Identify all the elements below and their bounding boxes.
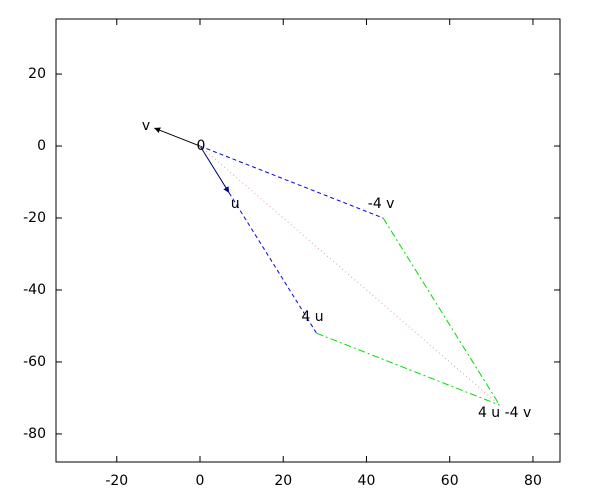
- point-label: u: [231, 196, 240, 212]
- point-label: -4 v: [368, 196, 395, 212]
- vector-line: [382, 217, 501, 406]
- point-label: 0: [197, 138, 206, 154]
- point-label: 4 u: [301, 309, 323, 325]
- x-tick-label: 60: [441, 473, 459, 489]
- vector-line: [316, 332, 500, 406]
- y-tick-label: 20: [28, 66, 46, 82]
- x-tick-label: 20: [274, 473, 292, 489]
- y-tick-label: -60: [23, 354, 46, 370]
- y-tick-label: -20: [23, 210, 46, 226]
- plot-frame: [55, 18, 561, 463]
- vector-arrow: [199, 145, 230, 194]
- y-tick-label: -80: [23, 426, 46, 442]
- vector-line: [199, 145, 384, 219]
- point-label: v: [142, 118, 150, 134]
- point-label: 4 u -4 v: [478, 405, 531, 421]
- x-tick-label: -20: [105, 473, 128, 489]
- x-tick-label: 0: [196, 473, 205, 489]
- vector-arrow: [154, 127, 201, 147]
- y-tick-label: -40: [23, 282, 46, 298]
- y-tick-label: 0: [37, 138, 46, 154]
- vector-line: [199, 145, 500, 406]
- x-tick-label: 40: [358, 473, 376, 489]
- x-tick-label: 80: [524, 473, 542, 489]
